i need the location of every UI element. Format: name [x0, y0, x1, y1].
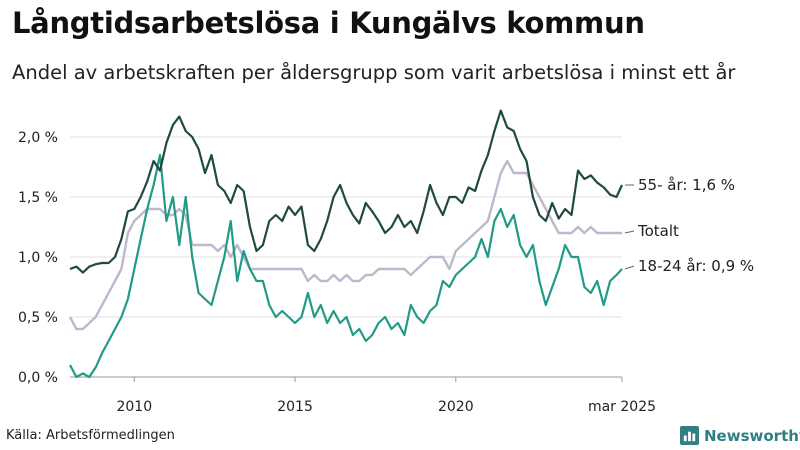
series-end-label: 55- år: 1,6 % — [638, 176, 735, 194]
chart-title: Långtidsarbetslösa i Kungälvs kommun — [12, 6, 645, 40]
source-note: Källa: Arbetsförmedlingen — [6, 428, 175, 443]
y-tick-label: 2,0 % — [18, 130, 58, 146]
newsworthy-logo-icon — [680, 426, 699, 445]
series-line-55-r — [69, 109, 623, 274]
series-line-18-24-r — [69, 153, 623, 379]
brand-name: Newsworthy — [704, 426, 800, 445]
line-chart: 0,0 % 0,5 % 1,0 % 1,5 % 2,0 % 2010 2015 2020 ma… — [18, 109, 754, 415]
x-tick-label: mar 2025 — [588, 399, 656, 415]
series-lines — [68, 109, 623, 379]
brand: Newsworthy — [680, 426, 800, 445]
series-end-labels: 55- år: 1,6 % Totalt 18-24 år: 0,9 % — [624, 176, 754, 275]
chart-subtitle: Andel av arbetskraften per åldersgrupp s… — [12, 61, 736, 84]
y-tick-label: 0,5 % — [18, 310, 58, 326]
label-leader-line — [624, 230, 635, 234]
series-end-label: Totalt — [637, 222, 679, 240]
y-tick-label: 0,0 % — [18, 370, 58, 386]
y-tick-label: 1,0 % — [18, 250, 58, 266]
gridlines — [70, 136, 622, 378]
y-tick-label: 1,5 % — [18, 190, 58, 206]
series-end-label: 18-24 år: 0,9 % — [638, 257, 754, 275]
label-leader-line — [624, 265, 635, 270]
x-tick-label: 2010 — [116, 399, 152, 415]
x-tick-label: 2015 — [277, 399, 313, 415]
x-tick-label: 2020 — [438, 399, 474, 415]
x-axis-ticks: 2010 2015 2020 mar 2025 — [116, 377, 656, 415]
y-axis-ticks: 0,0 % 0,5 % 1,0 % 1,5 % 2,0 % — [18, 130, 58, 386]
